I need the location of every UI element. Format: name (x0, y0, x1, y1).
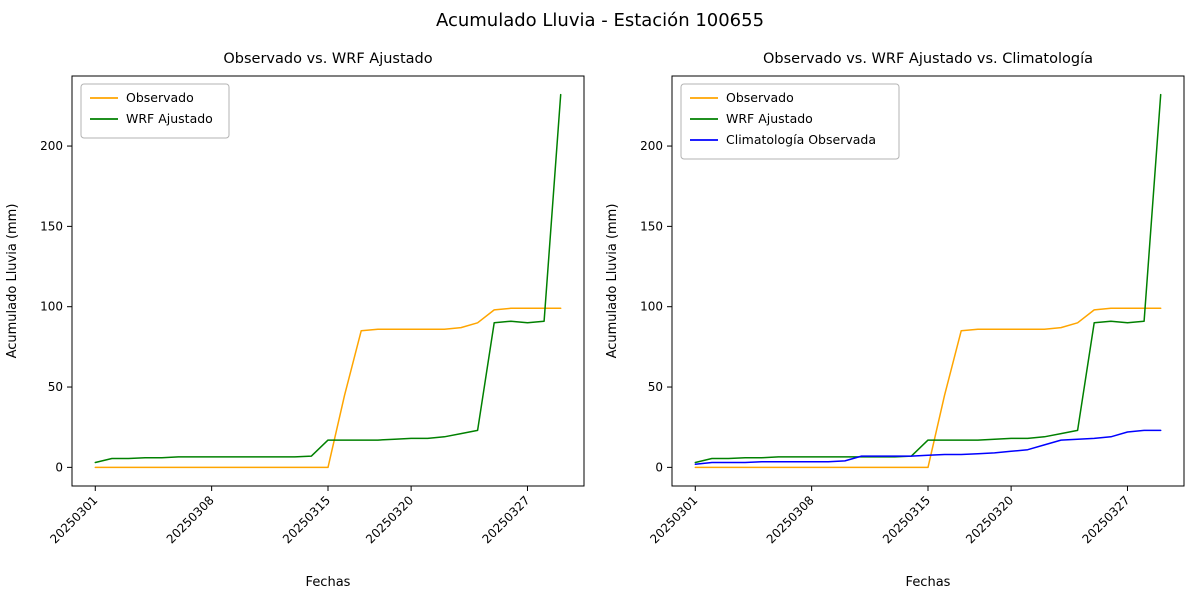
line-wrf-ajustado (94, 93, 562, 464)
legend-label-observado: Observado (726, 90, 794, 105)
x-tick-label: 20250315 (280, 493, 333, 546)
subplot-title: Observado vs. WRF Ajustado vs. Climatolo… (763, 51, 1093, 67)
legend-label-wrf-ajustado: WRF Ajustado (126, 111, 213, 126)
legend-label-climatolog-a-observada: Climatología Observada (726, 132, 876, 147)
x-tick-label: 20250327 (1080, 493, 1133, 546)
y-tick-label: 200 (40, 139, 63, 153)
x-tick-label: 20250301 (647, 493, 700, 546)
y-axis-label: Acumulado Lluvia (mm) (605, 204, 620, 359)
plot-area (71, 75, 585, 487)
subplot-title: Observado vs. WRF Ajustado (223, 51, 432, 67)
line-wrf-ajustado (694, 93, 1162, 464)
x-tick-label: 20250301 (47, 493, 100, 546)
x-tick-label: 20250308 (164, 493, 217, 546)
line-climatolog-a-observada (694, 429, 1162, 465)
figure-title: Acumulado Lluvia - Estación 100655 (435, 10, 765, 31)
legend-box (680, 83, 900, 160)
chart-observado-vs-wrf-vs-climatologia: 0 50 100 150 200 20250301 20250308 20250315 2025… (605, 51, 1185, 590)
x-axis-label: Fechas (306, 575, 351, 590)
x-tick-label: 20250308 (764, 493, 817, 546)
y-tick-label: 150 (40, 219, 63, 233)
line-observado (694, 307, 1162, 469)
y-tick-label: 50 (48, 380, 63, 394)
x-tick-label: 20250327 (480, 493, 533, 546)
x-axis-label: Fechas (906, 575, 951, 590)
y-axis-label: Acumulado Lluvia (mm) (5, 204, 20, 359)
y-tick-label: 50 (648, 380, 663, 394)
y-tick-label: 100 (640, 300, 663, 314)
x-tick-label: 20250320 (363, 493, 416, 546)
x-tick-label: 20250320 (963, 493, 1016, 546)
y-tick-label: 0 (655, 460, 663, 474)
chart-observado-vs-wrf: 0 50 100 150 200 20250301 20250308 20250315 2025… (5, 51, 585, 590)
y-tick-label: 200 (640, 139, 663, 153)
x-tick-label: 20250315 (880, 493, 933, 546)
legend-label-wrf-ajustado: WRF Ajustado (726, 111, 813, 126)
y-tick-label: 150 (640, 219, 663, 233)
legend-label-observado: Observado (126, 90, 194, 105)
y-tick-label: 100 (40, 300, 63, 314)
line-observado (94, 307, 562, 469)
y-tick-label: 0 (55, 460, 63, 474)
